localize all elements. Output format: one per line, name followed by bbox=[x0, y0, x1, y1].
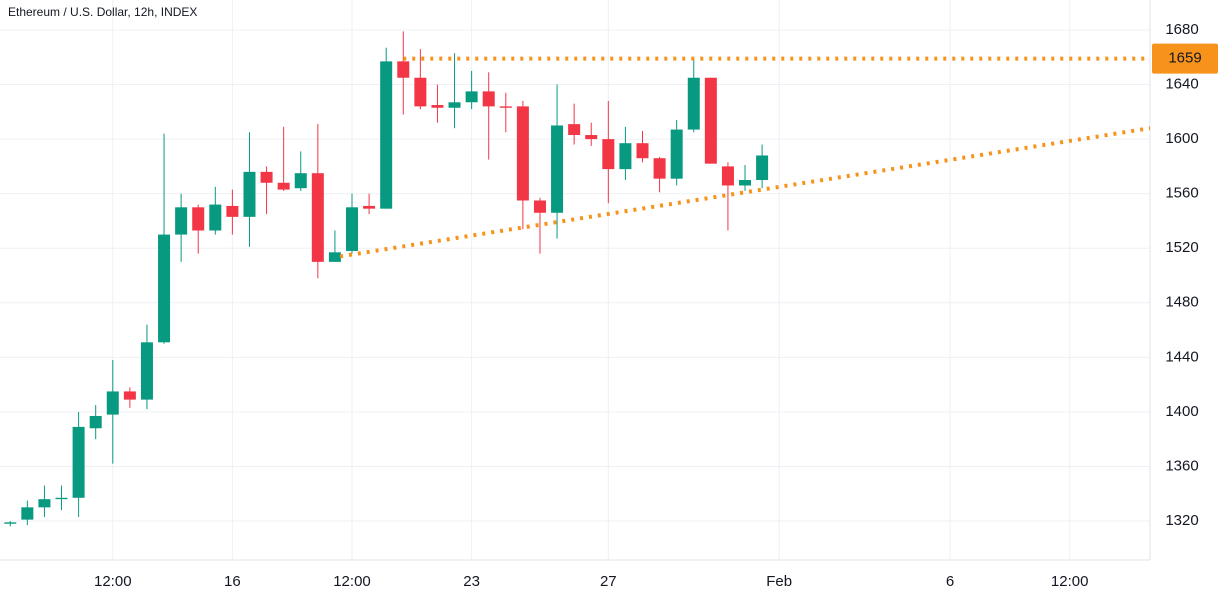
candle-body bbox=[568, 124, 581, 136]
candle-body bbox=[499, 106, 512, 108]
candle-body bbox=[739, 180, 752, 186]
plot: 1320 1360 1400 1440 1480 1520 1560 1600 1640 1680… bbox=[0, 0, 1218, 590]
price-badge bbox=[1152, 43, 1218, 74]
candle-body bbox=[465, 91, 478, 103]
candle-body bbox=[123, 391, 136, 400]
candle-body bbox=[380, 61, 393, 209]
candle-body bbox=[243, 171, 256, 217]
candle-body bbox=[551, 125, 564, 213]
candle-body bbox=[277, 182, 290, 190]
price-badge-label: 1659 bbox=[1168, 50, 1201, 67]
candle-body bbox=[89, 415, 102, 429]
candle-body bbox=[653, 158, 666, 179]
candle-body bbox=[636, 143, 649, 159]
y-tick-label: 1640 bbox=[1165, 76, 1198, 93]
y-tick-label: 1360 bbox=[1165, 457, 1198, 474]
chart-title: Ethereum / U.S. Dollar, 12h, INDEX bbox=[8, 5, 197, 19]
candle-body bbox=[294, 173, 307, 189]
candle-body bbox=[209, 204, 222, 231]
x-tick-label: 12:00 bbox=[1051, 573, 1089, 590]
candle-body bbox=[175, 207, 188, 235]
x-tick-label: 12:00 bbox=[333, 573, 371, 590]
x-tick-label: 12:00 bbox=[94, 573, 132, 590]
x-tick-label: 27 bbox=[600, 573, 617, 590]
candle-body bbox=[192, 207, 205, 231]
candle-body bbox=[585, 135, 598, 140]
trend-line bbox=[339, 126, 1151, 259]
candle-body bbox=[140, 342, 153, 400]
y-tick-label: 1440 bbox=[1165, 348, 1198, 365]
candle-body bbox=[670, 129, 683, 179]
candle-body bbox=[311, 173, 324, 262]
y-tick-label: 1560 bbox=[1165, 185, 1198, 202]
candle-body bbox=[158, 234, 171, 343]
x-tick-label: Feb bbox=[766, 573, 792, 590]
candle-body bbox=[106, 391, 119, 415]
candle-body bbox=[602, 139, 615, 170]
candle-body bbox=[414, 77, 427, 107]
candle-body bbox=[38, 499, 51, 508]
candle-body bbox=[482, 91, 495, 107]
candle-body bbox=[687, 77, 700, 130]
candle-body bbox=[619, 143, 632, 170]
candle-body bbox=[363, 205, 376, 209]
candle-body bbox=[431, 105, 444, 108]
candle-body bbox=[55, 497, 68, 500]
candle-body bbox=[756, 155, 769, 181]
candle-body bbox=[516, 106, 529, 201]
y-tick-label: 1320 bbox=[1165, 512, 1198, 529]
y-tick-label: 1520 bbox=[1165, 239, 1198, 256]
x-tick-label: 23 bbox=[463, 573, 480, 590]
candle-body bbox=[346, 207, 359, 251]
y-tick-label: 1400 bbox=[1165, 403, 1198, 420]
candle-body bbox=[533, 200, 546, 213]
candle-body bbox=[226, 205, 239, 217]
y-tick-label: 1600 bbox=[1165, 130, 1198, 147]
candle-body bbox=[704, 77, 717, 164]
candle-body bbox=[448, 102, 461, 108]
candle-body bbox=[397, 61, 410, 78]
x-tick-label: 16 bbox=[224, 573, 241, 590]
candle-body bbox=[260, 171, 273, 183]
candle-body bbox=[4, 522, 17, 524]
candle-body bbox=[721, 166, 734, 186]
candle-body bbox=[21, 507, 34, 520]
candle-body bbox=[328, 252, 341, 262]
x-tick-label: 6 bbox=[946, 573, 954, 590]
y-tick-label: 1680 bbox=[1165, 21, 1198, 38]
y-tick-label: 1480 bbox=[1165, 294, 1198, 311]
candle-body bbox=[72, 426, 85, 498]
